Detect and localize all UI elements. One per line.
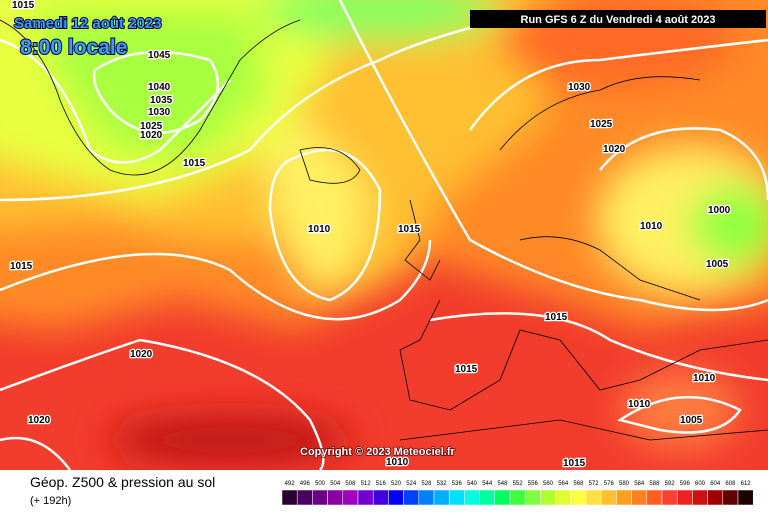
scale-swatch: [540, 489, 556, 506]
isobar-label: 1045: [148, 50, 171, 61]
isobar-label: 1020: [28, 415, 51, 426]
scale-label: 552: [513, 481, 524, 487]
isobar-label: 1030: [568, 82, 591, 93]
scale-label: 536: [452, 481, 463, 487]
scale-label: 612: [741, 481, 752, 487]
scale-swatch: [464, 489, 480, 506]
isobar-label: 1025: [590, 119, 613, 130]
scale-label: 572: [589, 481, 600, 487]
scale-swatch: [646, 489, 663, 506]
color-scale: 492 496 500 504 508 512 516 520 524 528 532 536 540 5…: [281, 481, 754, 506]
isobar-label: 1015: [398, 224, 421, 235]
isobar-label: 1010: [628, 399, 651, 410]
scale-swatch: [616, 489, 632, 506]
scale-label: 596: [680, 481, 691, 487]
scale-label: 568: [573, 481, 584, 487]
scale-swatch: [494, 489, 511, 506]
scale-label: 540: [467, 481, 478, 487]
scale-label: 584: [634, 481, 645, 487]
isobar-label: 1020: [603, 144, 626, 155]
scale-label: 512: [361, 481, 372, 487]
run-info: Run GFS 6 Z du Vendredi 4 août 2023: [521, 14, 716, 26]
valid-date: Samedi 12 août 2023: [14, 15, 162, 32]
scale-swatch: [600, 489, 617, 506]
scale-label: 560: [543, 481, 554, 487]
scale-swatch: [388, 489, 404, 506]
scale-swatch: [737, 489, 754, 506]
isobar-label: 1010: [640, 221, 663, 232]
scale-label: 556: [528, 481, 539, 487]
scale-label: 604: [710, 481, 721, 487]
scale-label: 532: [437, 481, 448, 487]
scale-swatch: [372, 489, 389, 506]
scale-swatch: [570, 489, 587, 506]
isobar-label: 1015: [563, 458, 586, 469]
scale-label: 600: [695, 481, 706, 487]
scale-label: 520: [391, 481, 402, 487]
scale-swatch: [357, 489, 374, 506]
scale-swatch: [327, 489, 344, 506]
isobar-label: 1015: [455, 364, 478, 375]
scale-swatch: [479, 489, 496, 506]
isobar-label: 1035: [150, 95, 173, 106]
scale-swatch: [296, 489, 313, 506]
scale-swatch: [555, 489, 572, 506]
scale-label: 500: [315, 481, 326, 487]
scale-label: 580: [619, 481, 630, 487]
isobar-label: 1010: [386, 457, 409, 468]
scale-swatch: [418, 489, 435, 506]
scale-label: 544: [482, 481, 493, 487]
scale-label: 588: [649, 481, 660, 487]
valid-time: 8:00 locale: [20, 36, 127, 59]
scale-swatch: [281, 489, 298, 506]
scale-label: 504: [330, 481, 341, 487]
scale-swatch: [585, 489, 602, 506]
isobar-label: 1000: [708, 205, 731, 216]
isobar-label: 1040: [148, 82, 171, 93]
isobar-label: 1005: [680, 415, 703, 426]
scale-label: 592: [665, 481, 676, 487]
scale-swatch: [707, 489, 724, 506]
isobar-label: 1010: [308, 224, 331, 235]
scale-swatch: [661, 489, 678, 506]
map-field: [0, 0, 768, 470]
run-banner: [470, 10, 766, 28]
isobar-label: 1005: [706, 259, 729, 270]
isobar-label: 1030: [148, 107, 171, 118]
scale-swatch: [524, 489, 541, 506]
scale-label: 524: [406, 481, 417, 487]
isobar-label: 1015: [12, 0, 35, 11]
scale-swatch: [448, 489, 465, 506]
scale-swatch: [433, 489, 450, 506]
scale-label: 564: [558, 481, 569, 487]
scale-label: 528: [421, 481, 432, 487]
forecast-lead: (+ 192h): [30, 495, 71, 507]
scale-label: 548: [497, 481, 508, 487]
scale-swatch: [722, 489, 739, 506]
scale-label: 492: [285, 481, 296, 487]
isobar-label: 1010: [693, 373, 716, 384]
scale-swatch: [631, 489, 648, 506]
scale-label: 516: [376, 481, 387, 487]
scale-swatch: [509, 489, 526, 506]
scale-label: 496: [300, 481, 311, 487]
isobar-label: 1020: [130, 349, 153, 360]
isobar-label: 1025: [140, 121, 163, 132]
isobar-label: 1015: [545, 312, 568, 323]
scale-swatch: [342, 489, 359, 506]
isobar-label: 1015: [183, 158, 206, 169]
isobar-label: 1015: [10, 261, 33, 272]
scale-label: 576: [604, 481, 615, 487]
scale-swatch: [312, 489, 328, 506]
isobar-label: 1020: [140, 130, 163, 141]
product-title: Géop. Z500 & pression au sol: [30, 474, 215, 490]
scale-label: 608: [725, 481, 736, 487]
copyright: Copyright © 2023 Meteociel.fr: [300, 446, 456, 458]
scale-label: 508: [345, 481, 356, 487]
scale-swatch: [403, 489, 420, 506]
scale-swatch: [676, 489, 693, 506]
scale-swatch: [692, 489, 708, 506]
